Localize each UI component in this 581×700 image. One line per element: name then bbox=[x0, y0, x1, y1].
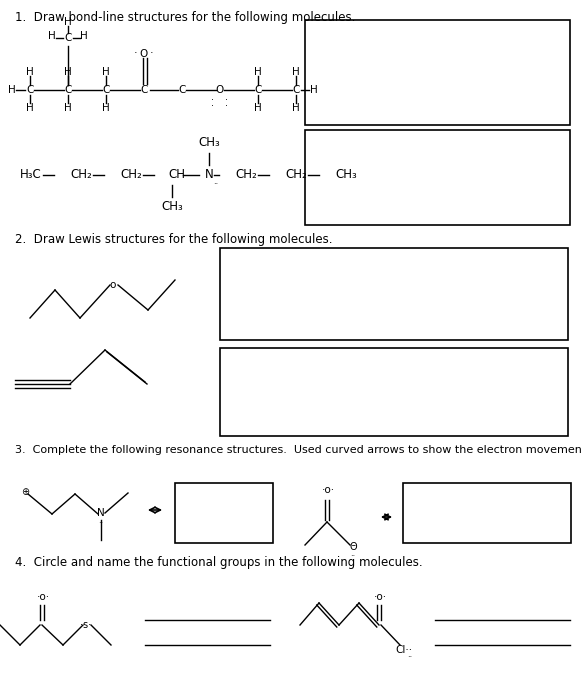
Text: ··: ·· bbox=[98, 519, 103, 528]
Text: H: H bbox=[48, 31, 56, 41]
Text: ·: · bbox=[225, 95, 228, 105]
Text: C: C bbox=[178, 85, 186, 95]
Text: ·s·: ·s· bbox=[80, 620, 92, 630]
Text: C: C bbox=[254, 85, 261, 95]
Text: ⊕: ⊕ bbox=[21, 487, 29, 497]
Text: Cl··: Cl·· bbox=[396, 645, 413, 655]
Text: ·o·: ·o· bbox=[321, 485, 335, 495]
Text: CH₂: CH₂ bbox=[235, 169, 257, 181]
Text: N: N bbox=[97, 508, 105, 518]
Text: ·: · bbox=[150, 48, 154, 58]
Text: H: H bbox=[292, 103, 300, 113]
Text: C: C bbox=[64, 85, 71, 95]
Text: H: H bbox=[310, 85, 318, 95]
Text: CH₂: CH₂ bbox=[120, 169, 142, 181]
Text: O: O bbox=[140, 49, 148, 59]
Text: o: o bbox=[110, 280, 116, 290]
Text: ·o·: ·o· bbox=[374, 592, 386, 602]
Bar bbox=[305, 20, 570, 125]
Text: 4.  Circle and name the functional groups in the following molecules.: 4. Circle and name the functional groups… bbox=[15, 556, 422, 569]
Text: H: H bbox=[254, 103, 262, 113]
Text: C: C bbox=[64, 33, 71, 43]
Text: H: H bbox=[254, 67, 262, 77]
Text: CH₂: CH₂ bbox=[70, 169, 92, 181]
Text: Θ: Θ bbox=[349, 542, 357, 552]
Text: O: O bbox=[216, 85, 224, 95]
Text: 3.  Complete the following resonance structures.  Used curved arrows to show the: 3. Complete the following resonance stru… bbox=[15, 445, 581, 455]
Bar bbox=[305, 130, 570, 225]
Text: ·o·: ·o· bbox=[37, 592, 49, 602]
Text: CH₂: CH₂ bbox=[285, 169, 307, 181]
Bar bbox=[220, 248, 568, 340]
Text: C: C bbox=[141, 85, 148, 95]
Text: 1.  Draw bond-line structures for the following molecules.: 1. Draw bond-line structures for the fol… bbox=[15, 11, 356, 24]
Text: H: H bbox=[64, 67, 72, 77]
Text: ··: ·· bbox=[407, 654, 413, 662]
Text: CH₃: CH₃ bbox=[198, 136, 220, 150]
Text: ·: · bbox=[211, 101, 214, 111]
Text: N: N bbox=[205, 169, 214, 181]
Text: CH₃: CH₃ bbox=[335, 169, 357, 181]
Bar bbox=[403, 483, 571, 543]
Text: H₃C: H₃C bbox=[20, 169, 42, 181]
Text: H: H bbox=[102, 103, 110, 113]
Text: H: H bbox=[26, 103, 34, 113]
Text: H: H bbox=[102, 67, 110, 77]
Text: ·: · bbox=[211, 95, 214, 105]
Text: 2.  Draw Lewis structures for the following molecules.: 2. Draw Lewis structures for the followi… bbox=[15, 233, 332, 246]
Text: H: H bbox=[80, 31, 88, 41]
Bar bbox=[175, 483, 273, 543]
Text: C: C bbox=[102, 85, 110, 95]
Text: H: H bbox=[26, 67, 34, 77]
Text: ·: · bbox=[225, 101, 228, 111]
Text: H: H bbox=[8, 85, 16, 95]
Text: CH: CH bbox=[168, 169, 185, 181]
Text: ··: ·· bbox=[213, 181, 218, 190]
Text: CH₃: CH₃ bbox=[161, 200, 183, 214]
Bar bbox=[220, 348, 568, 436]
Text: ··: ·· bbox=[350, 552, 356, 561]
Text: C: C bbox=[292, 85, 300, 95]
Text: C: C bbox=[26, 85, 34, 95]
Text: H: H bbox=[292, 67, 300, 77]
Text: ·: · bbox=[134, 48, 138, 58]
Text: H: H bbox=[64, 17, 72, 27]
Text: H: H bbox=[64, 103, 72, 113]
